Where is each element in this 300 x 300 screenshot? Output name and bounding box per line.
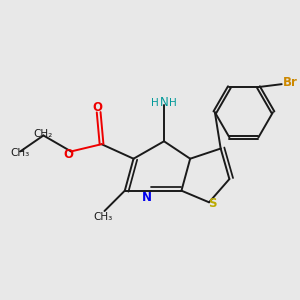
Text: O: O: [92, 100, 102, 113]
Text: Br: Br: [282, 76, 297, 89]
Text: CH₃: CH₃: [11, 148, 30, 158]
Text: H: H: [152, 98, 159, 108]
Text: N: N: [160, 96, 168, 109]
Text: N: N: [142, 190, 152, 204]
Text: S: S: [208, 197, 216, 210]
Text: H: H: [169, 98, 177, 108]
Text: O: O: [63, 148, 73, 161]
Text: CH₂: CH₂: [34, 129, 53, 139]
Text: CH₃: CH₃: [93, 212, 112, 222]
